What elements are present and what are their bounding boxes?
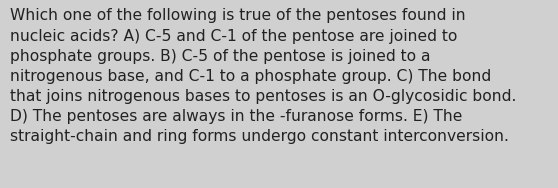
Text: Which one of the following is true of the pentoses found in
nucleic acids? A) C-: Which one of the following is true of th… (10, 8, 516, 144)
